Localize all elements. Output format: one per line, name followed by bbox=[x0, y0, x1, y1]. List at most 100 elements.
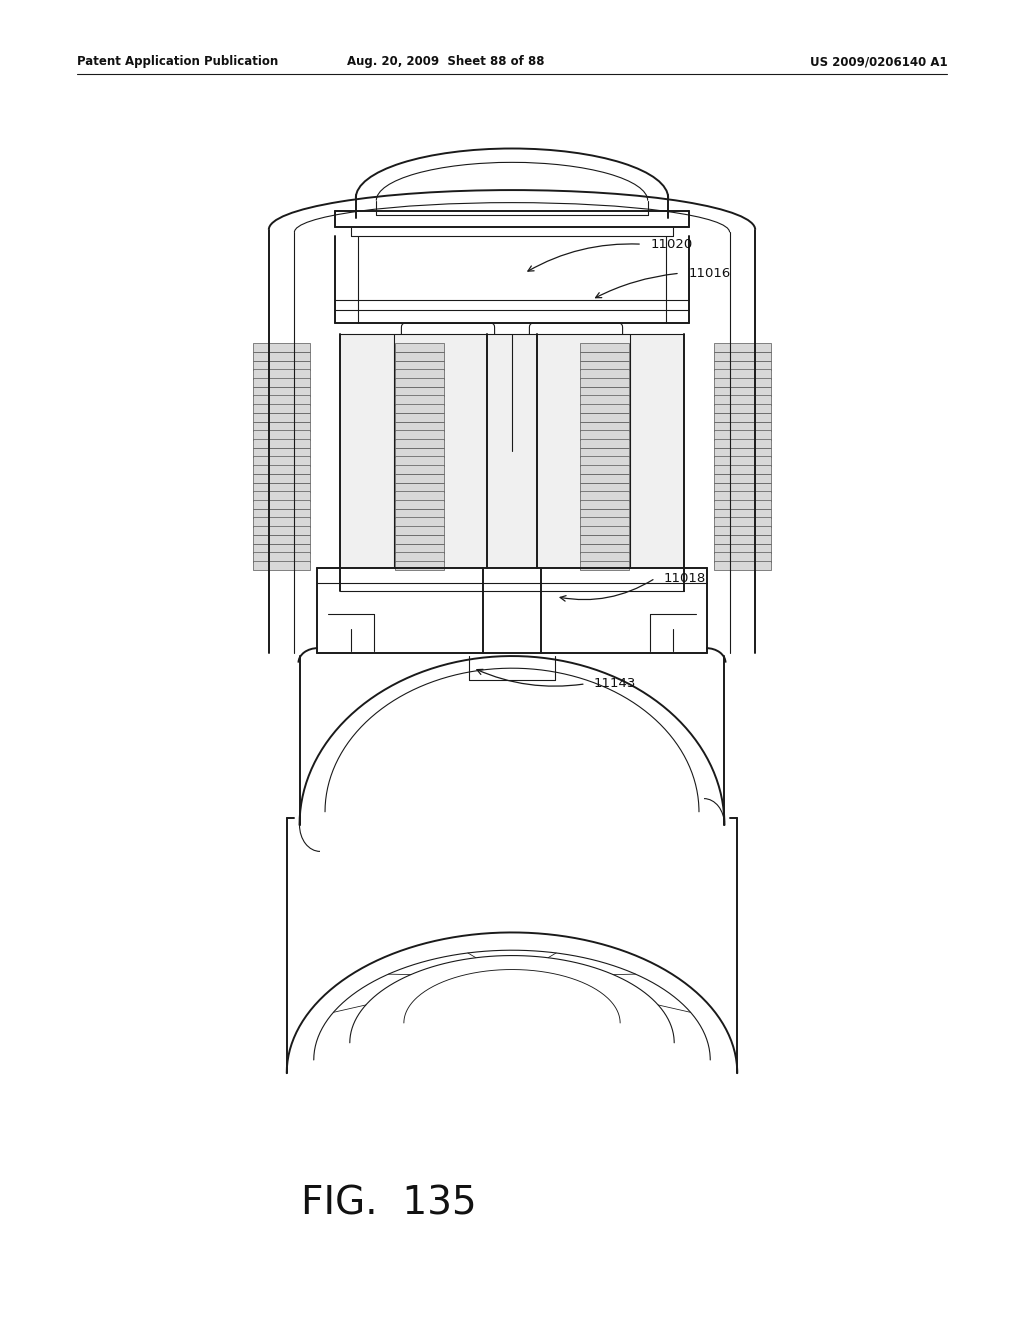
Bar bbox=[395, 517, 444, 527]
Bar bbox=[395, 343, 444, 352]
Bar bbox=[715, 517, 771, 527]
Bar bbox=[715, 378, 771, 387]
Bar bbox=[395, 404, 444, 413]
Bar bbox=[715, 508, 771, 517]
Bar bbox=[254, 387, 310, 396]
Bar bbox=[395, 421, 444, 430]
Bar bbox=[715, 483, 771, 492]
Bar bbox=[395, 457, 444, 466]
Bar bbox=[254, 404, 310, 413]
Text: 11143: 11143 bbox=[594, 677, 636, 690]
Bar bbox=[254, 561, 310, 570]
Bar bbox=[715, 465, 771, 474]
Bar bbox=[580, 561, 629, 570]
Bar bbox=[580, 500, 629, 510]
Bar bbox=[580, 535, 629, 544]
Bar bbox=[395, 396, 444, 405]
Bar bbox=[254, 474, 310, 483]
FancyBboxPatch shape bbox=[401, 323, 495, 347]
Bar bbox=[395, 500, 444, 510]
Bar bbox=[580, 413, 629, 422]
Bar bbox=[580, 457, 629, 466]
Bar bbox=[715, 396, 771, 405]
Bar bbox=[395, 430, 444, 440]
Bar bbox=[715, 343, 771, 352]
Bar bbox=[715, 535, 771, 544]
Bar bbox=[254, 360, 310, 370]
Bar bbox=[395, 491, 444, 500]
Bar bbox=[715, 360, 771, 370]
Bar bbox=[254, 396, 310, 405]
Bar bbox=[254, 430, 310, 440]
Bar bbox=[254, 535, 310, 544]
FancyBboxPatch shape bbox=[529, 323, 623, 347]
Bar bbox=[580, 378, 629, 387]
Bar bbox=[395, 508, 444, 517]
Bar bbox=[580, 465, 629, 474]
Bar bbox=[580, 517, 629, 527]
Bar bbox=[715, 413, 771, 422]
Bar bbox=[580, 474, 629, 483]
Bar bbox=[395, 544, 444, 553]
Bar bbox=[580, 404, 629, 413]
Bar bbox=[715, 430, 771, 440]
Bar bbox=[254, 483, 310, 492]
Bar bbox=[580, 343, 629, 352]
Bar bbox=[395, 352, 444, 362]
Bar bbox=[254, 447, 310, 457]
Bar bbox=[580, 396, 629, 405]
Bar bbox=[254, 552, 310, 561]
Text: Patent Application Publication: Patent Application Publication bbox=[77, 55, 279, 69]
Bar bbox=[395, 440, 444, 449]
Bar bbox=[580, 483, 629, 492]
Bar bbox=[715, 474, 771, 483]
Bar bbox=[395, 378, 444, 387]
Bar bbox=[254, 352, 310, 362]
Bar bbox=[715, 544, 771, 553]
Bar bbox=[395, 535, 444, 544]
Text: 11016: 11016 bbox=[688, 267, 730, 280]
Bar bbox=[340, 334, 684, 568]
Bar bbox=[254, 500, 310, 510]
Bar bbox=[254, 527, 310, 536]
Text: 11020: 11020 bbox=[650, 238, 692, 251]
Bar bbox=[580, 421, 629, 430]
Bar bbox=[395, 370, 444, 379]
Bar bbox=[395, 387, 444, 396]
Bar bbox=[715, 500, 771, 510]
Bar bbox=[715, 421, 771, 430]
Bar bbox=[395, 561, 444, 570]
Bar bbox=[715, 552, 771, 561]
Bar bbox=[715, 491, 771, 500]
Bar bbox=[715, 387, 771, 396]
Bar bbox=[254, 413, 310, 422]
Bar bbox=[715, 404, 771, 413]
Bar bbox=[715, 370, 771, 379]
Bar bbox=[580, 370, 629, 379]
Bar bbox=[254, 465, 310, 474]
Bar bbox=[580, 552, 629, 561]
Bar bbox=[580, 352, 629, 362]
Bar bbox=[580, 360, 629, 370]
Bar bbox=[395, 474, 444, 483]
Bar bbox=[580, 440, 629, 449]
Text: Aug. 20, 2009  Sheet 88 of 88: Aug. 20, 2009 Sheet 88 of 88 bbox=[347, 55, 544, 69]
Bar bbox=[715, 447, 771, 457]
Bar bbox=[254, 517, 310, 527]
Bar bbox=[254, 343, 310, 352]
Bar bbox=[254, 370, 310, 379]
Bar bbox=[580, 508, 629, 517]
Bar bbox=[254, 544, 310, 553]
Bar bbox=[715, 527, 771, 536]
Bar bbox=[395, 527, 444, 536]
Bar bbox=[254, 457, 310, 466]
Bar bbox=[254, 378, 310, 387]
Bar bbox=[254, 421, 310, 430]
Bar bbox=[580, 447, 629, 457]
Bar bbox=[254, 508, 310, 517]
Bar bbox=[715, 352, 771, 362]
Bar bbox=[580, 544, 629, 553]
Text: 11018: 11018 bbox=[664, 572, 706, 585]
Bar bbox=[395, 465, 444, 474]
Bar bbox=[395, 483, 444, 492]
